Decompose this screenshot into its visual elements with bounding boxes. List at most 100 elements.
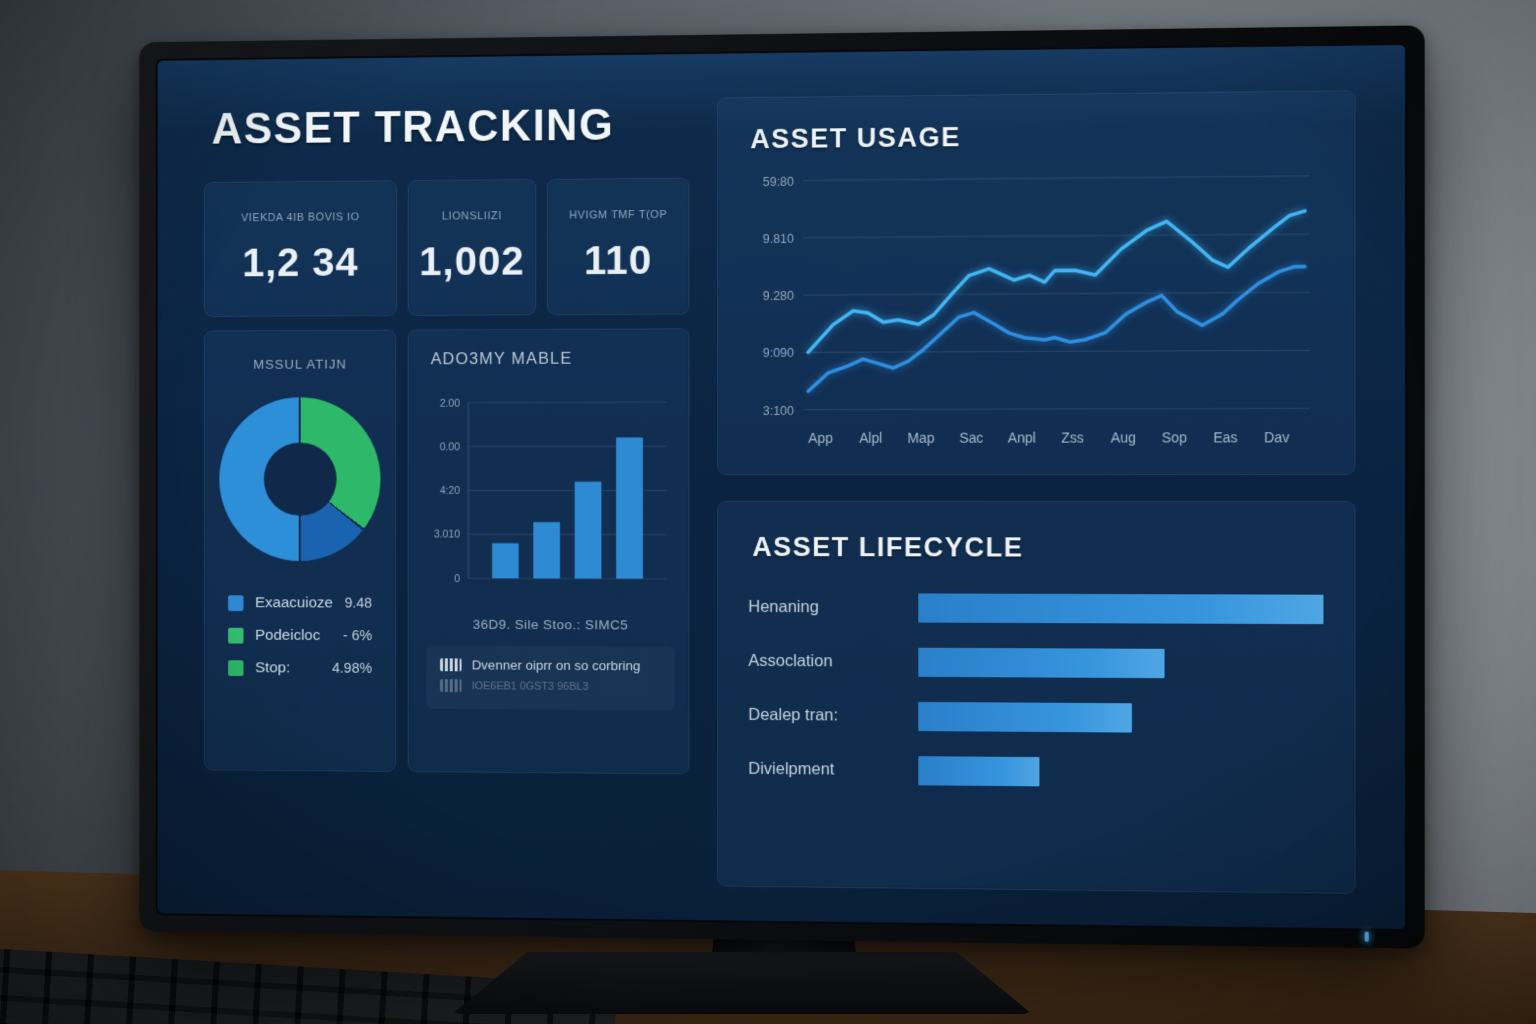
page-title: ASSET TRACKING [211, 100, 615, 154]
lifecycle-label: Divielpment [748, 759, 835, 779]
donut-chart[interactable] [219, 397, 381, 562]
stat-cards-row: VIEKDA 4IB BOVIS IO 1,2 34 LIONSLIIZI 1,… [203, 177, 690, 317]
legend-swatch-icon [228, 627, 244, 644]
usage-panel: ASSET USAGE 59:80 9.810 9.280 9:090 3:100 App… [717, 90, 1356, 476]
bar-y-tick-label: 0.00 [440, 441, 461, 453]
footnote-row: IOE6EB1 0GST3 96BL3 [440, 679, 660, 693]
lifecycle-bar-track [918, 593, 1324, 625]
usage-x-tick-label: Aug [1111, 430, 1136, 447]
dashboard-screen: ASSET TRACKING VIEKDA 4IB BOVIS IO 1,2 3… [155, 42, 1408, 932]
stat-card: LIONSLIIZI 1,002 [408, 179, 537, 316]
lifecycle-bar[interactable] [918, 756, 1039, 787]
stat-card-label: HVIGM TMF T(OP [569, 208, 668, 222]
legend-label: Stop: [255, 659, 291, 677]
bar-panel: ADO3MY MABLE 2.00 0.00 4:20 3.010 0 36D9. Si… [408, 328, 690, 775]
right-column: ASSET USAGE 59:80 9.810 9.280 9:090 3:100 App… [717, 90, 1356, 894]
lifecycle-rows: Henaning Assoclation Dealep tran: Divielpme… [748, 593, 1324, 789]
lifecycle-label: Dealep tran: [748, 705, 839, 725]
usage-line-series[interactable] [808, 211, 1305, 352]
usage-gridline [803, 408, 1310, 409]
bar-panel-title: ADO3MY MABLE [430, 349, 573, 369]
legend-row: Exaacuioze 9.48 [228, 594, 372, 612]
usage-x-tick-label: Dav [1264, 430, 1290, 447]
legend-value: 4.98% [331, 660, 373, 677]
lifecycle-row: Assoclation [748, 647, 1323, 679]
lifecycle-bar-track [918, 756, 1323, 789]
bar[interactable] [575, 481, 602, 579]
usage-gridline [803, 176, 1310, 181]
lifecycle-title: ASSET LIFECYCLE [752, 531, 1024, 563]
legend-swatch-icon [228, 660, 244, 677]
usage-x-tick-label: Sac [960, 430, 984, 447]
stat-card: VIEKDA 4IB BOVIS IO 1,2 34 [203, 180, 398, 317]
usage-y-tick-label: 9:090 [763, 345, 794, 361]
footnote-text: IOE6EB1 0GST3 96BL3 [471, 679, 589, 693]
monitor-stand-base [452, 952, 1032, 1014]
usage-x-tick-label: App [809, 431, 834, 448]
footnote-row: Dvenner oiprr on so corbring [440, 657, 660, 673]
usage-title: ASSET USAGE [750, 121, 961, 155]
usage-y-tick-label: 59:80 [763, 173, 794, 189]
bar-chart-svg: 2.00 0.00 4:20 3.010 0 [434, 397, 675, 585]
monitor: ASSET TRACKING VIEKDA 4IB BOVIS IO 1,2 3… [139, 25, 1425, 949]
legend-value: 9.48 [344, 595, 373, 612]
lifecycle-row: Henaning [748, 593, 1324, 625]
usage-x-tick-label: Alpl [859, 431, 882, 448]
bar-y-tick-label: 3.010 [434, 529, 460, 541]
usage-gridline [803, 234, 1310, 238]
donut-panel: MSSUL ATIJN Exaacuioze 9.48 Podeicloc [203, 329, 397, 772]
bar[interactable] [616, 437, 644, 579]
usage-chart-svg: 59:80 9.810 9.280 9:090 3:100 App Alpl Map Sac An… [763, 173, 1325, 448]
lifecycle-bar[interactable] [918, 647, 1165, 679]
legend-swatch-icon [228, 595, 244, 612]
power-led-icon [1364, 931, 1369, 942]
lifecycle-bar[interactable] [918, 701, 1132, 733]
bar-y-tick-label: 2.00 [440, 397, 461, 409]
stat-card-label: VIEKDA 4IB BOVIS IO [241, 211, 360, 225]
stat-card-value: 110 [583, 236, 653, 284]
usage-line-series[interactable] [808, 267, 1305, 392]
footnote-box: Dvenner oiprr on so corbring IOE6EB1 0GS… [427, 645, 675, 710]
donut-panel-title: MSSUL ATIJN [253, 356, 347, 372]
usage-line-glow [808, 211, 1305, 352]
legend-row: Stop: 4.98% [228, 659, 372, 678]
lifecycle-bar-track [918, 701, 1323, 734]
usage-gridline [803, 292, 1310, 295]
usage-line-glow [808, 267, 1305, 392]
lower-panels-row: MSSUL ATIJN Exaacuioze 9.48 Podeicloc [203, 328, 690, 775]
lifecycle-row: Divielpment [748, 755, 1323, 789]
bar[interactable] [533, 522, 561, 579]
legend-row: Podeicloc - 6% [228, 627, 372, 645]
legend-value: - 6% [342, 628, 373, 645]
usage-x-tick-label: Anpl [1008, 430, 1036, 447]
footnote-text: Dvenner oiprr on so corbring [471, 657, 641, 674]
usage-x-tick-label: Sop [1162, 430, 1187, 447]
lifecycle-bar-track [918, 647, 1323, 679]
usage-gridline [803, 350, 1310, 352]
bar-x-caption: 36D9. Sile Stoo.: SIMC5 [472, 616, 629, 633]
stat-card-label: LIONSLIIZI [442, 210, 502, 223]
usage-x-tick-label: Map [908, 430, 935, 447]
stat-card-value: 1,002 [419, 237, 525, 285]
lifecycle-panel: ASSET LIFECYCLE Henaning Assoclation Deale… [717, 500, 1356, 894]
lifecycle-row: Dealep tran: [748, 701, 1323, 734]
lifecycle-label: Henaning [748, 597, 819, 617]
striped-swatch-icon [440, 658, 462, 672]
stat-card-value: 1,2 34 [242, 239, 359, 286]
bar-y-tick-label: 4:20 [440, 485, 461, 497]
legend-label: Podeicloc [255, 626, 321, 644]
lifecycle-bar[interactable] [918, 593, 1324, 625]
bar[interactable] [492, 543, 520, 579]
left-column: ASSET TRACKING VIEKDA 4IB BOVIS IO 1,2 3… [203, 98, 690, 886]
bar-y-tick-label: 0 [455, 573, 461, 585]
legend-label: Exaacuioze [255, 594, 333, 612]
donut-legend: Exaacuioze 9.48 Podeicloc - 6% Stop: [218, 594, 381, 678]
striped-swatch-icon [440, 679, 462, 693]
usage-y-tick-label: 9.810 [763, 230, 794, 246]
stat-card: HVIGM TMF T(OP 110 [546, 177, 690, 316]
usage-x-tick-label: Eas [1213, 430, 1237, 447]
usage-y-tick-label: 9.280 [763, 288, 794, 304]
usage-y-tick-label: 3:100 [763, 402, 794, 418]
lifecycle-label: Assoclation [748, 651, 833, 671]
